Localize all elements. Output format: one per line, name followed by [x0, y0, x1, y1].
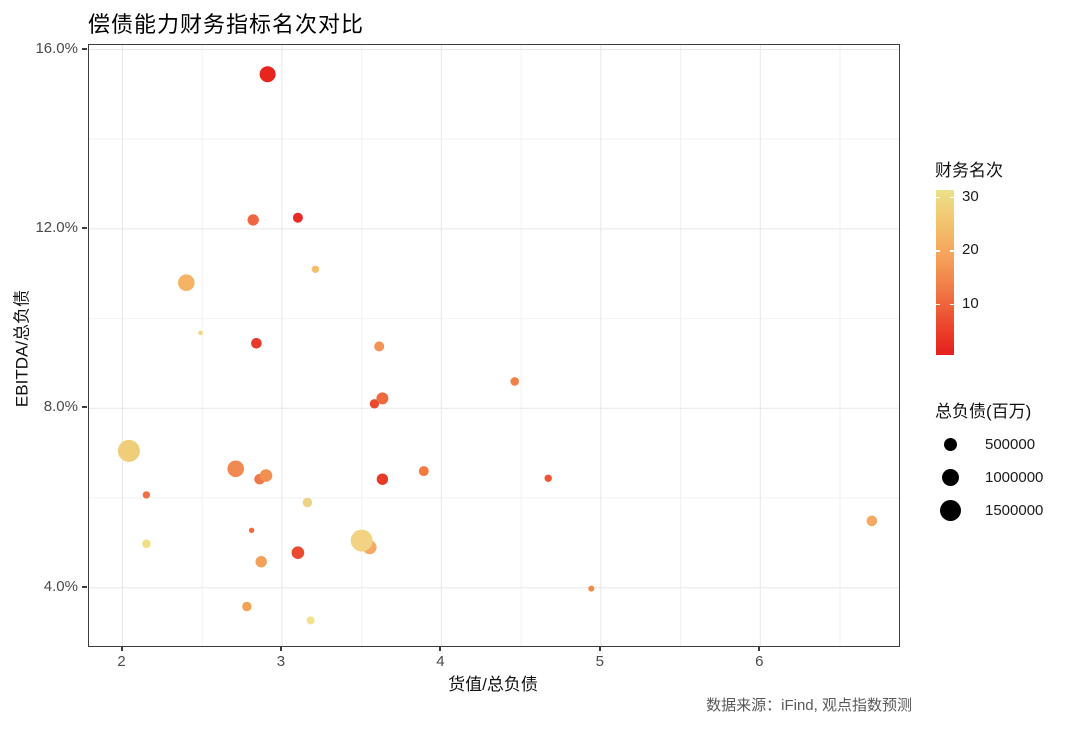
data-point — [291, 546, 305, 559]
color-legend-tick-label: 20 — [962, 241, 979, 259]
data-point — [117, 439, 140, 462]
size-legend-row: 1000000 — [935, 464, 1043, 490]
color-legend-tickmark — [950, 196, 954, 199]
data-point — [142, 539, 151, 548]
data-point — [311, 265, 320, 273]
size-legend-label: 500000 — [985, 435, 1036, 453]
size-legend-swatch-medium — [942, 468, 959, 486]
data-point — [248, 527, 255, 533]
size-legend-swatch-small — [944, 437, 957, 451]
data-point — [247, 214, 259, 226]
x-axis-tick-label: 6 — [755, 653, 764, 670]
data-point — [259, 469, 273, 482]
color-legend-tick-label: 10 — [962, 294, 979, 312]
color-legend-gradient-bar — [936, 190, 954, 355]
color-legend-tickmark — [950, 303, 954, 306]
data-point — [376, 392, 389, 405]
data-point — [306, 616, 315, 625]
x-axis-tick-label: 5 — [595, 653, 604, 670]
source-note: 数据来源：iFind, 观点指数预测 — [706, 697, 912, 714]
color-legend-tickmark — [936, 250, 940, 252]
data-point — [544, 474, 552, 482]
plot-panel — [88, 44, 900, 647]
y-axis-tick-label: 16.0% — [35, 39, 78, 57]
plot-area — [89, 45, 899, 646]
x-axis-title: 货值/总负债 — [448, 675, 538, 694]
y-axis-tickmark — [82, 406, 87, 409]
x-axis-tick-label: 2 — [117, 653, 126, 670]
data-point — [292, 212, 303, 223]
chart-title: 偿债能力财务指标名次对比 — [88, 12, 365, 37]
x-axis-tick-label: 4 — [436, 653, 445, 670]
y-axis-title: EBITDA/总负债 — [12, 289, 32, 408]
data-point — [418, 466, 429, 477]
x-axis-tick-label: 3 — [276, 653, 286, 670]
data-point — [242, 601, 252, 612]
data-point — [350, 529, 373, 552]
x-axis-tickmark — [279, 646, 282, 651]
size-legend-row: 500000 — [935, 431, 1035, 457]
data-point — [369, 399, 380, 409]
y-axis-tick-label: 12.0% — [35, 218, 78, 236]
color-legend-title: 财务名次 — [935, 161, 1003, 180]
data-point — [142, 491, 151, 499]
data-point — [198, 330, 203, 336]
size-legend-swatch-large — [940, 499, 961, 521]
size-legend-label: 1000000 — [985, 468, 1044, 486]
size-legend-title: 总负债(百万) — [935, 402, 1032, 421]
y-axis-tickmark — [82, 47, 87, 50]
data-point — [376, 473, 389, 485]
data-point — [255, 556, 267, 568]
color-legend-tickmark — [936, 196, 940, 199]
size-legend-row: 1500000 — [935, 497, 1043, 523]
y-axis-tick-label: 4.0% — [43, 577, 78, 595]
x-axis-tickmark — [598, 646, 601, 651]
size-legend-label: 1500000 — [985, 501, 1044, 519]
x-axis-tickmark — [439, 646, 442, 651]
data-point — [227, 460, 244, 478]
color-legend-tickmark — [950, 250, 954, 252]
data-point — [588, 585, 595, 592]
y-axis-tick-label: 8.0% — [43, 398, 78, 416]
x-axis-tickmark — [120, 646, 123, 651]
data-point — [251, 338, 262, 349]
data-point — [866, 515, 878, 527]
color-legend-tickmark — [936, 303, 940, 306]
color-legend-tick-label: 30 — [962, 187, 979, 205]
data-point — [259, 66, 276, 83]
data-point — [302, 497, 313, 508]
data-point — [510, 377, 519, 386]
y-axis-tickmark — [82, 585, 87, 588]
data-point — [374, 341, 385, 352]
y-axis-tickmark — [82, 226, 87, 229]
data-point — [178, 274, 195, 291]
x-axis-tickmark — [758, 646, 761, 651]
